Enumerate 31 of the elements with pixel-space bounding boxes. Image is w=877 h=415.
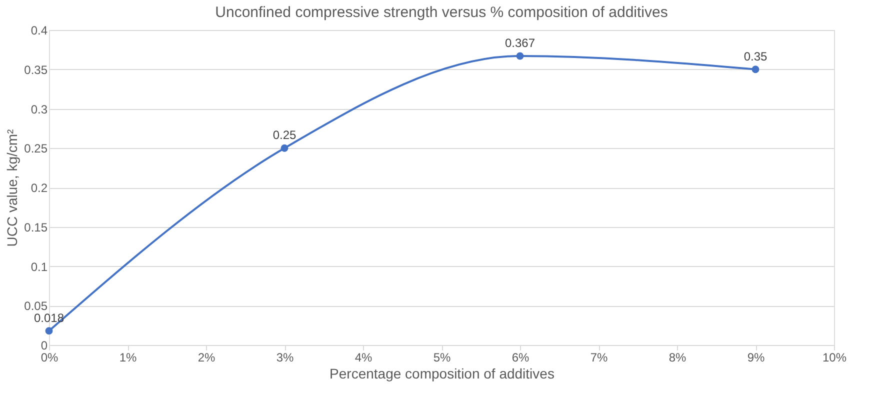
x-tick-label: 2%: [198, 350, 216, 364]
x-tick-label: 10%: [822, 350, 847, 364]
x-tick-label: 1%: [119, 350, 137, 364]
x-tick-label: 3%: [276, 350, 294, 364]
data-label: 0.25: [272, 128, 296, 142]
x-tick-label: 9%: [747, 350, 765, 364]
x-tick-label: 7%: [590, 350, 608, 364]
x-tick-label: 0%: [40, 350, 58, 364]
data-label: 0.35: [744, 49, 768, 64]
y-axis-title: UCC value, kg/cm²: [4, 128, 20, 247]
point: [280, 144, 288, 152]
y-tick-label: 0: [40, 338, 48, 352]
y-tick-label: 0.2: [30, 181, 48, 195]
y-tick-label: 0.25: [24, 142, 48, 156]
x-tick-label: 4%: [354, 350, 372, 364]
chart-title: Unconfined compressive strength versus % composition of additives: [215, 4, 668, 21]
x-tick-label: 8%: [668, 350, 686, 364]
y-tick-label: 0.3: [30, 102, 48, 116]
y-tick-label: 0.4: [30, 24, 48, 38]
data-label: 0.367: [504, 36, 536, 50]
x-tick-label: 6%: [512, 350, 530, 364]
data-label: 0.018: [34, 310, 64, 325]
y-tick-label: 0.05: [24, 299, 48, 314]
point: [516, 52, 524, 60]
point: [45, 327, 53, 335]
x-tick-label: 5%: [433, 350, 451, 364]
point: [752, 66, 760, 74]
x-axis-title: Percentage composition of additives: [330, 366, 554, 382]
y-tick-label: 0.15: [24, 220, 48, 234]
y-tick-label: 0.35: [24, 62, 48, 77]
y-tick-label: 0.1: [30, 260, 48, 274]
